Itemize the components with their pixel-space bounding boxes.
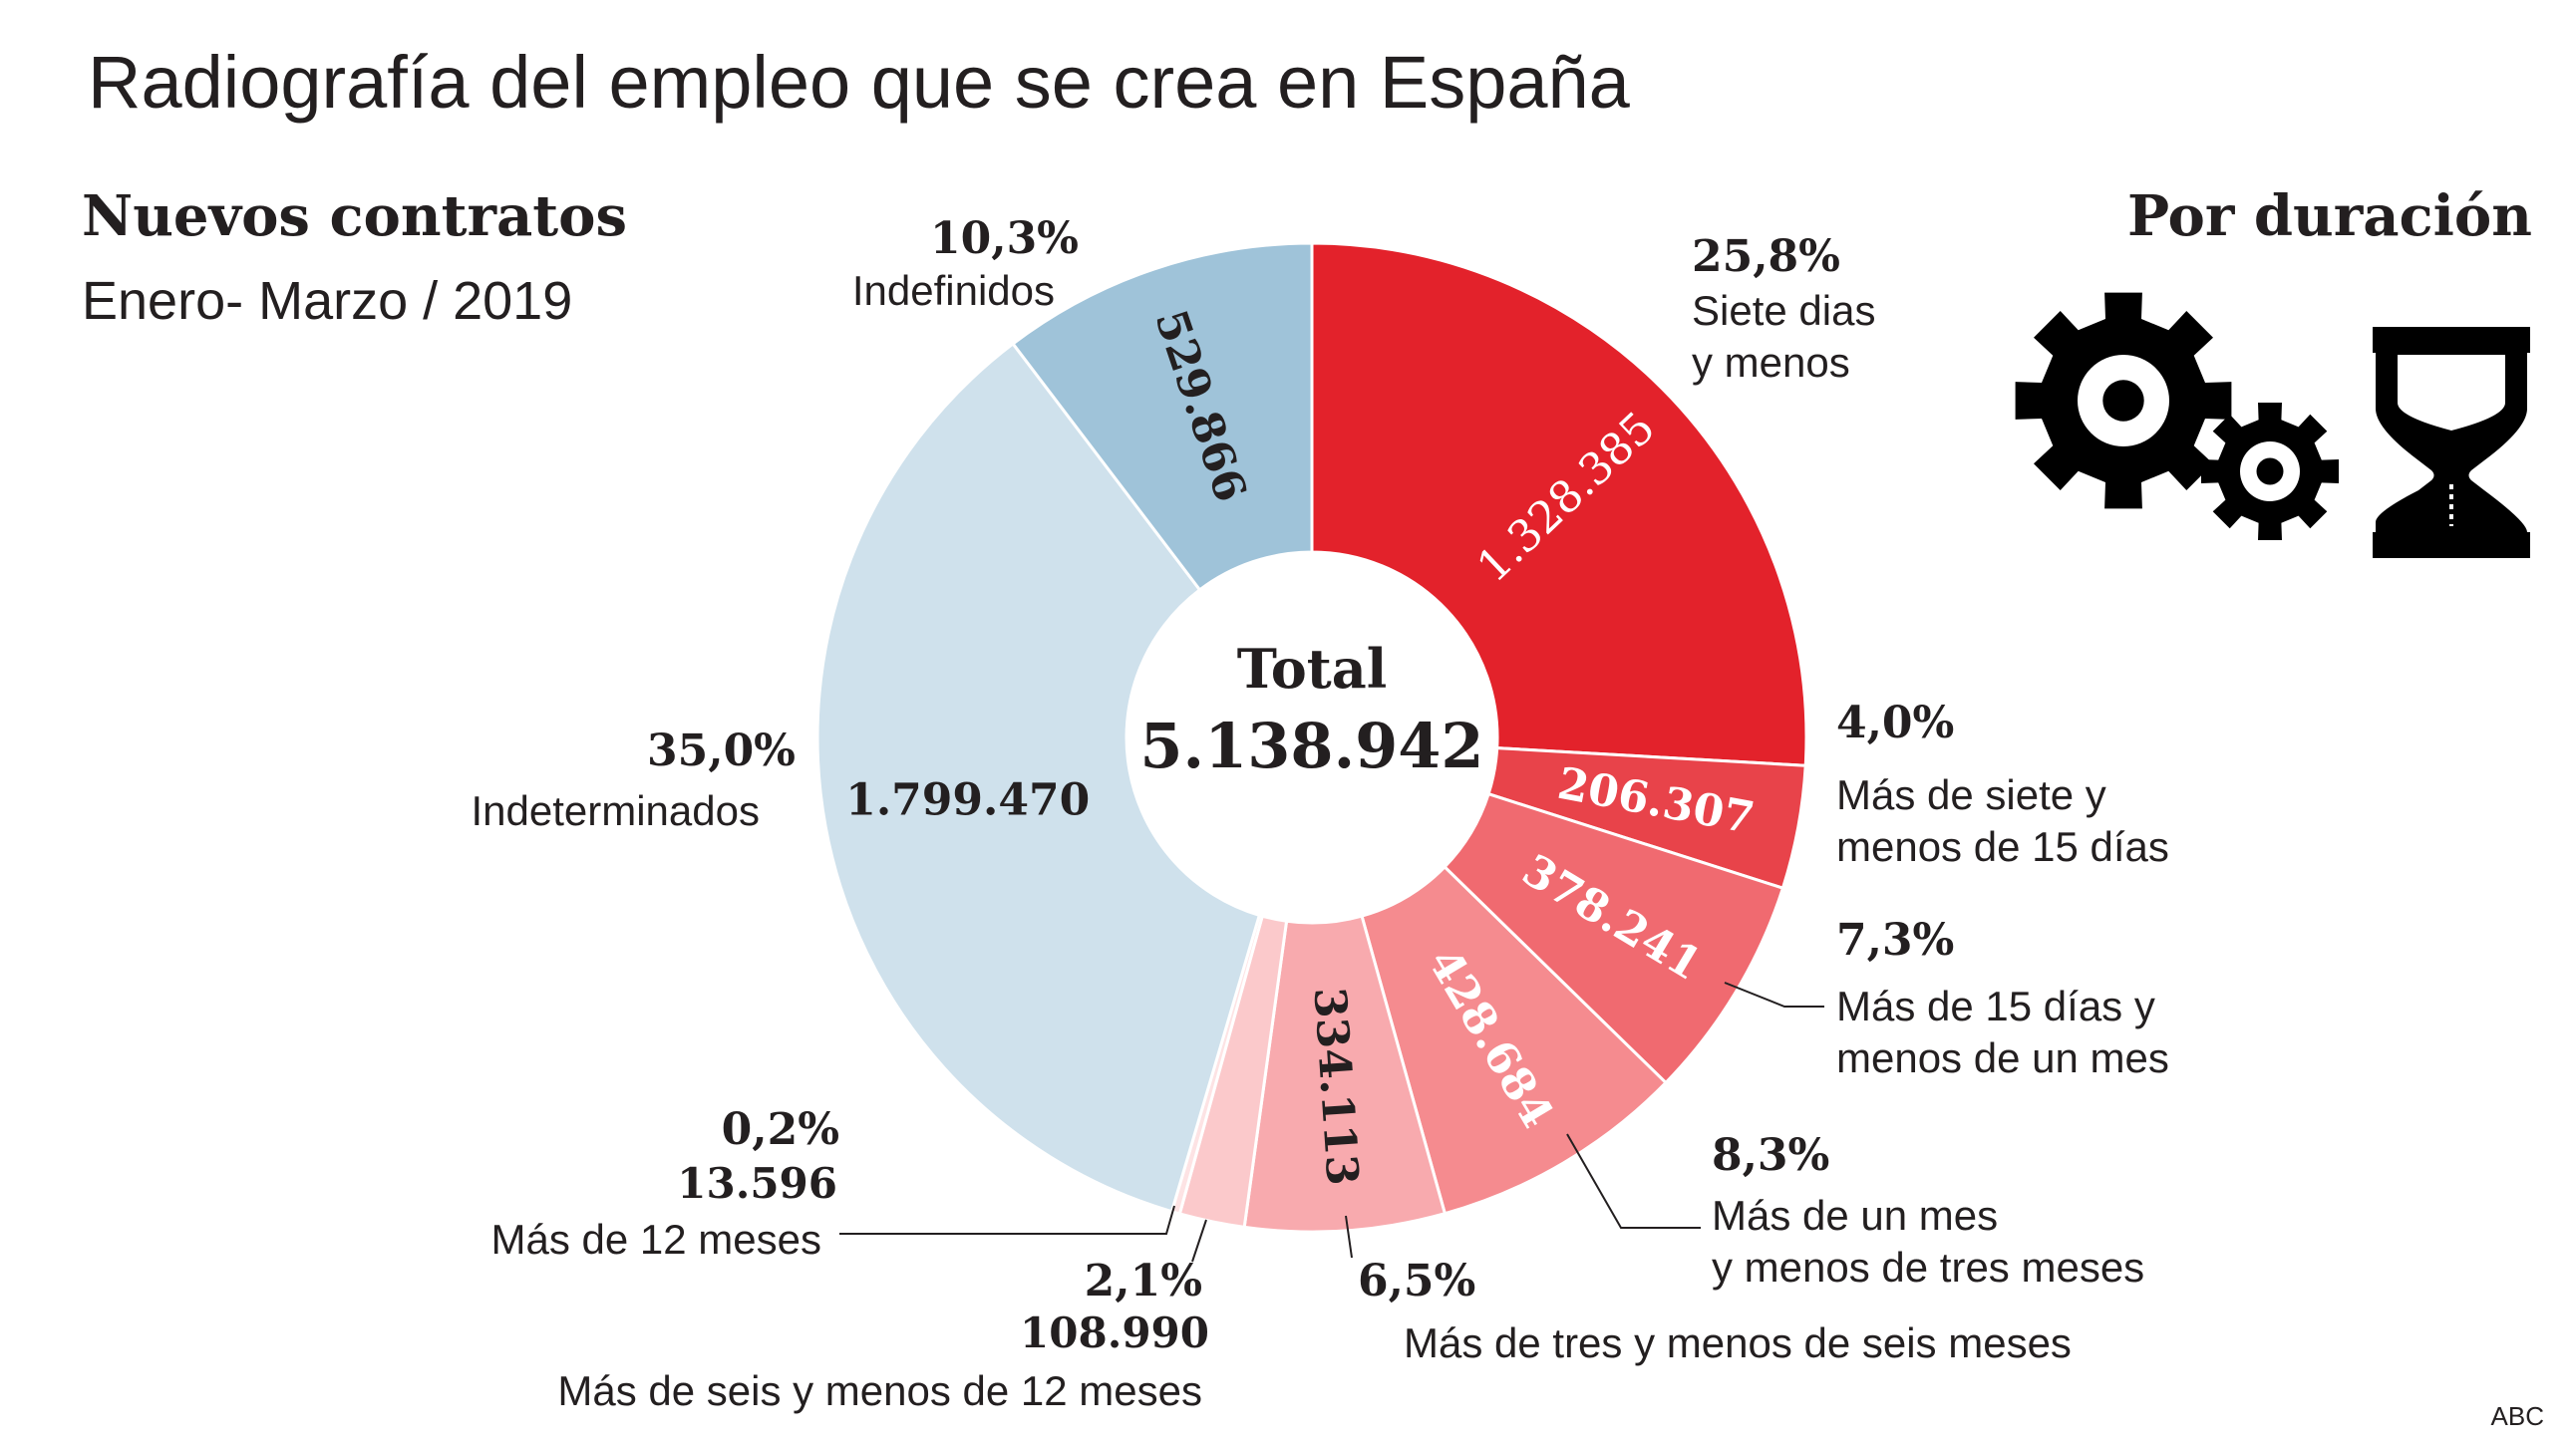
desc-label-mas-12: Más de 12 meses <box>491 1216 822 1263</box>
section-label: Por duración <box>2127 183 2532 249</box>
pct-label-indeterminados: 35,0% <box>647 726 796 776</box>
pct-label-tres-seis: 6,5% <box>1358 1256 1475 1307</box>
leader-15-mes <box>1724 982 1824 1008</box>
slice-mes_tres <box>1360 864 1669 1216</box>
desc-label-siete-dias-1: Siete dias <box>1692 287 1875 334</box>
donut-chart <box>815 241 1808 1234</box>
desc-label-15-mes-1: Más de 15 días y <box>1836 983 2155 1029</box>
center-total-value: 5.138.942 <box>1139 710 1483 782</box>
outer-labels: 25,8% Siete dias y menos 4,0% Más de sie… <box>471 213 2168 1414</box>
slice-siete_dias <box>1310 241 1808 767</box>
desc-label-tres-seis: Más de tres y menos de seis meses <box>1404 1319 2072 1366</box>
desc-label-indeterminados: Indeterminados <box>471 787 760 834</box>
pct-label-indefinidos: 10,3% <box>930 213 1079 264</box>
leader-seis-12 <box>1191 1219 1207 1263</box>
pct-label-mes-tres: 8,3% <box>1712 1130 1829 1181</box>
desc-label-siete-15-1: Más de siete y <box>1836 771 2106 818</box>
pct-label-seis-12: 2,1% <box>1085 1256 1202 1307</box>
leader-tres-seis <box>1345 1215 1353 1259</box>
desc-label-indefinidos: Indefinidos <box>852 267 1055 314</box>
leader-mes-tres <box>1566 1133 1701 1229</box>
chart-period: Enero- Marzo / 2019 <box>82 271 572 331</box>
desc-label-seis-12: Más de seis y menos de 12 meses <box>557 1367 1202 1414</box>
desc-label-mes-tres-2: y menos de tres meses <box>1712 1244 2144 1291</box>
chart-subtitle: Nuevos contratos <box>82 183 627 249</box>
gear-large-icon <box>2015 292 2232 509</box>
pct-label-siete-dias: 25,8% <box>1692 231 1840 282</box>
desc-label-siete-dias-2: y menos <box>1692 339 1850 386</box>
gear-small-icon <box>2201 403 2339 540</box>
desc-label-15-mes-2: menos de un mes <box>1836 1034 2169 1081</box>
slice-15_mes <box>1442 791 1785 1085</box>
leader-mas-12 <box>839 1205 1175 1235</box>
hourglass-icon <box>2373 327 2530 558</box>
chart-title: Radiografía del empleo que se crea en Es… <box>88 41 1631 124</box>
slice-value-indeterminados: 1.799.470 <box>845 775 1090 826</box>
leader-lines <box>839 982 1824 1263</box>
slice-indefinidos <box>1011 241 1314 592</box>
pct-label-15-mes: 7,3% <box>1836 915 1954 966</box>
desc-label-siete-15-2: menos de 15 días <box>1836 823 2169 870</box>
center-total-label: Total <box>1237 637 1387 701</box>
pct-label-mas-12: 0,2% <box>722 1104 839 1155</box>
value-label-mas-12: 13.596 <box>677 1159 837 1208</box>
source-label: ABC <box>2491 1401 2544 1431</box>
slice-indeterminados <box>815 341 1262 1214</box>
value-label-seis-12: 108.990 <box>1020 1308 1209 1357</box>
desc-label-mes-tres-1: Más de un mes <box>1712 1192 1998 1239</box>
pct-label-siete-15: 4,0% <box>1836 698 1954 748</box>
